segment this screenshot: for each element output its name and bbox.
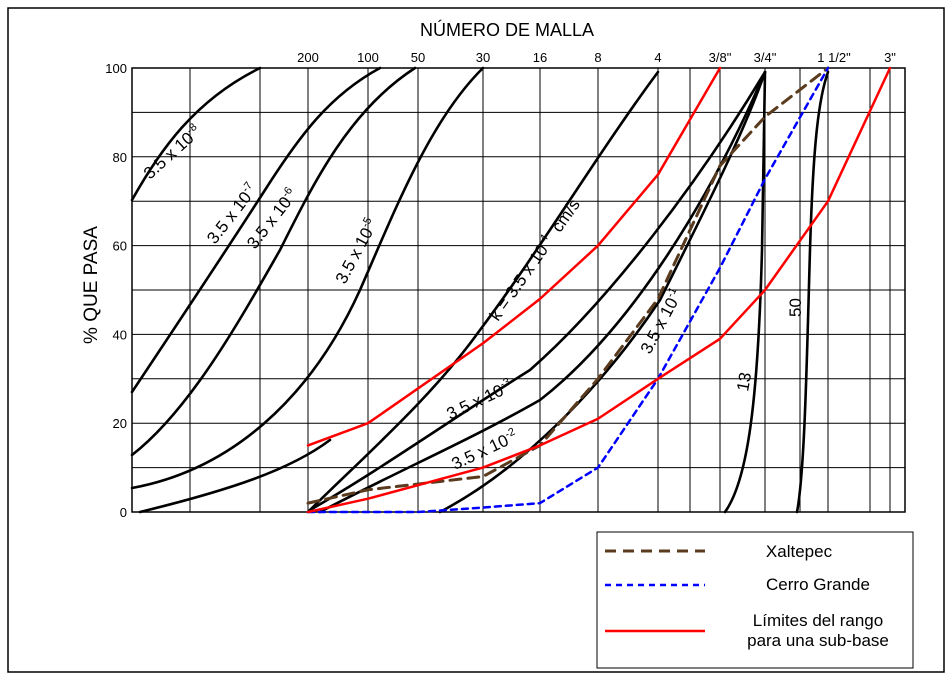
x-tick-label: 3" [884, 50, 896, 65]
x-tick-label: 3/8" [709, 50, 732, 65]
legend-label-limits: Límites del rango para una sub-base [747, 611, 889, 650]
x-tick-label: 8 [594, 50, 601, 65]
k-label-3.5e-6: 3.5 x 10-6 [242, 185, 301, 253]
legend-box [596, 531, 914, 669]
series-xaltepec [306, 66, 830, 505]
k-curve-3.5e-8 [130, 66, 262, 202]
k-label-50: 50 [786, 298, 805, 317]
x-tick-label: 30 [476, 50, 490, 65]
series-limit-lower [306, 66, 892, 514]
y-tick-label: 0 [120, 505, 127, 520]
k-label-3.5e-4: k = 3.5 x 10-4cm/s [485, 195, 584, 324]
x-tick-label: 3/4" [754, 50, 777, 65]
x-tick-label: 4 [654, 50, 661, 65]
k-curve-3.5e-2 [318, 70, 767, 514]
legend: Xaltepec Cerro Grande Límites del rango p… [596, 531, 914, 669]
k-curve-3.5e-3 [308, 70, 767, 512]
x-tick-label: 1 1/2" [817, 50, 851, 65]
k-curve-labels: 3.5 x 10-8 3.5 x 10-7 3.5 x 10-6 3.5 x 1… [139, 121, 805, 474]
x-tick-labels: 200 100 50 30 16 8 4 3/8" 3/4" 1 1/2" 3" [297, 50, 896, 65]
outer-border [7, 7, 945, 673]
k-curve-3.5e-5-low [138, 438, 332, 514]
legend-label-xaltepec: Xaltepec [766, 542, 833, 561]
k-curve-3.5e-5 [130, 66, 485, 490]
k-curves [130, 66, 830, 514]
x-tick-label: 200 [297, 50, 319, 65]
y-tick-label: 40 [113, 327, 127, 342]
y-axis-label: % QUE PASA [81, 226, 102, 344]
legend-label-cerro-grande: Cerro Grande [766, 575, 870, 594]
k-curve-50 [795, 70, 830, 514]
x-tick-label: 16 [533, 50, 547, 65]
k-label-3.5e-8: 3.5 x 10-8 [139, 121, 205, 183]
k-curve-3.5e-4 [306, 70, 660, 514]
y-tick-label: 60 [113, 239, 127, 254]
k-curve-3.5e-6 [130, 66, 417, 457]
series-layer [306, 66, 892, 514]
k-label-3.5e-3: 3.5 x 10-3 [443, 376, 515, 424]
series-cerro-grande [306, 66, 830, 514]
y-tick-label: 100 [105, 61, 127, 76]
x-tick-label: 50 [411, 50, 425, 65]
k-curve-3.5e-1 [438, 70, 767, 514]
k-curve-13 [723, 70, 767, 514]
k-label-13: 13 [733, 371, 755, 393]
chart-title: NÚMERO DE MALLA [420, 19, 594, 40]
y-tick-label: 20 [113, 416, 127, 431]
y-tick-labels: 0 20 40 60 80 100 [105, 61, 127, 520]
k-label-3.5e-5: 3.5 x 10-5 [331, 215, 382, 286]
y-tick-label: 80 [113, 150, 127, 165]
k-curve-3.5e-7 [130, 66, 382, 394]
series-limit-upper [306, 66, 722, 447]
x-tick-label: 100 [357, 50, 379, 65]
grid-layer [131, 67, 906, 513]
